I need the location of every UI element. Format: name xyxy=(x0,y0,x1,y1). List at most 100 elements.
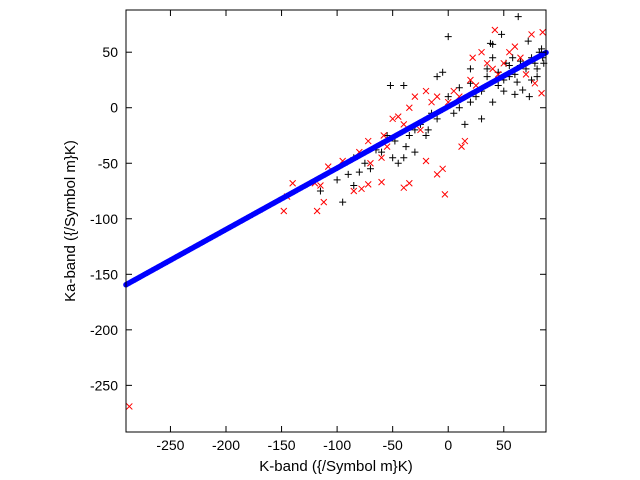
data-point-plus xyxy=(339,198,347,206)
data-point-x xyxy=(405,179,413,187)
y-tick-label: -200 xyxy=(90,322,118,338)
data-point-x xyxy=(531,79,539,87)
data-point-x xyxy=(433,171,441,178)
data-point-plus xyxy=(533,65,541,73)
data-point-plus xyxy=(519,86,527,94)
data-point-x xyxy=(313,207,321,215)
data-point-plus xyxy=(400,82,408,90)
data-point-plus xyxy=(455,104,463,112)
data-point-x xyxy=(441,190,449,198)
data-point-plus xyxy=(489,98,497,106)
data-point-x xyxy=(380,132,388,139)
data-point-x xyxy=(364,137,372,145)
data-point-plus xyxy=(433,73,441,81)
data-point-x xyxy=(428,98,435,106)
data-point-x xyxy=(458,143,465,150)
data-point-plus xyxy=(361,159,369,167)
data-point-plus xyxy=(433,115,441,123)
data-point-plus xyxy=(455,84,463,92)
data-point-x xyxy=(505,48,513,56)
data-point-x xyxy=(433,93,441,100)
data-point-x xyxy=(324,163,332,170)
plot-frame xyxy=(125,9,547,433)
data-point-plus xyxy=(525,93,533,101)
y-tick-label: -250 xyxy=(90,377,118,393)
data-point-plus xyxy=(389,154,397,162)
data-point-plus xyxy=(355,168,363,176)
data-point-x xyxy=(289,179,297,187)
data-point-plus xyxy=(466,65,474,73)
data-point-plus xyxy=(513,78,521,86)
data-point-plus xyxy=(483,65,491,73)
data-point-x xyxy=(467,76,474,84)
data-point-plus xyxy=(528,76,536,84)
data-point-x xyxy=(450,87,458,95)
x-tick-label: -250 xyxy=(156,437,184,453)
y-axis-ticks: -250 -200 -150 -100 -50 0 50 xyxy=(90,44,546,393)
data-point-plus xyxy=(466,79,474,87)
data-point-plus xyxy=(394,159,402,167)
data-point-x xyxy=(400,121,408,128)
data-point-x xyxy=(405,104,413,112)
data-point-plus xyxy=(489,54,497,62)
x-tick-label: -200 xyxy=(212,437,240,453)
x-axis-ticks: -250 -200 -150 -100 -50 0 50 xyxy=(156,10,512,453)
data-point-x xyxy=(483,59,491,67)
data-point-x xyxy=(411,93,419,100)
x-tick-label: -50 xyxy=(383,437,403,453)
data-point-plus xyxy=(514,13,522,21)
series-plus xyxy=(316,13,548,206)
data-point-x xyxy=(539,28,547,36)
data-point-plus xyxy=(378,148,386,156)
x-axis-label: K-band ({/Symbol m}K) xyxy=(259,458,412,475)
data-point-x xyxy=(538,89,545,97)
x-tick-label: -150 xyxy=(268,437,296,453)
data-point-x xyxy=(422,87,430,95)
data-point-plus xyxy=(483,73,491,81)
data-point-x xyxy=(400,184,408,192)
data-point-x xyxy=(320,198,328,206)
y-tick-label: 0 xyxy=(110,100,118,116)
data-point-x xyxy=(367,159,374,167)
data-point-plus xyxy=(411,148,419,156)
plot-marks xyxy=(123,13,549,410)
data-point-x xyxy=(364,180,372,188)
series-dot xyxy=(123,49,549,288)
data-point-plus xyxy=(400,154,408,162)
x-tick-label: 50 xyxy=(496,437,512,453)
data-point-x xyxy=(317,182,324,189)
data-point-plus xyxy=(405,131,413,139)
y-tick-label: -50 xyxy=(98,155,118,171)
y-tick-label: 50 xyxy=(102,44,118,60)
data-point-x xyxy=(358,185,365,193)
series-x xyxy=(125,26,547,410)
data-point-plus xyxy=(316,187,324,195)
data-point-x xyxy=(469,54,477,62)
data-point-plus xyxy=(533,73,541,81)
data-point-plus xyxy=(511,90,519,98)
data-point-x xyxy=(394,113,402,120)
data-point-plus xyxy=(466,98,474,106)
data-point-plus xyxy=(450,109,458,117)
data-point-plus xyxy=(500,87,508,95)
data-point-x xyxy=(125,403,133,410)
data-point-plus xyxy=(509,54,517,62)
data-point-plus xyxy=(444,33,452,41)
data-point-x xyxy=(378,178,385,186)
data-point-plus xyxy=(386,82,394,90)
data-point-x xyxy=(417,126,424,134)
y-tick-label: -150 xyxy=(90,266,118,282)
data-point-plus xyxy=(344,170,352,178)
data-point-x xyxy=(422,157,430,165)
data-point-plus xyxy=(524,37,532,45)
data-point-x xyxy=(478,48,485,56)
y-tick-label: -100 xyxy=(90,211,118,227)
data-point-x xyxy=(511,43,519,51)
data-point-x xyxy=(522,71,530,78)
data-point-plus xyxy=(424,126,432,134)
x-tick-label: 0 xyxy=(444,437,452,453)
data-point-x xyxy=(489,65,497,73)
data-point-plus xyxy=(498,30,506,38)
data-point-x xyxy=(528,31,535,38)
